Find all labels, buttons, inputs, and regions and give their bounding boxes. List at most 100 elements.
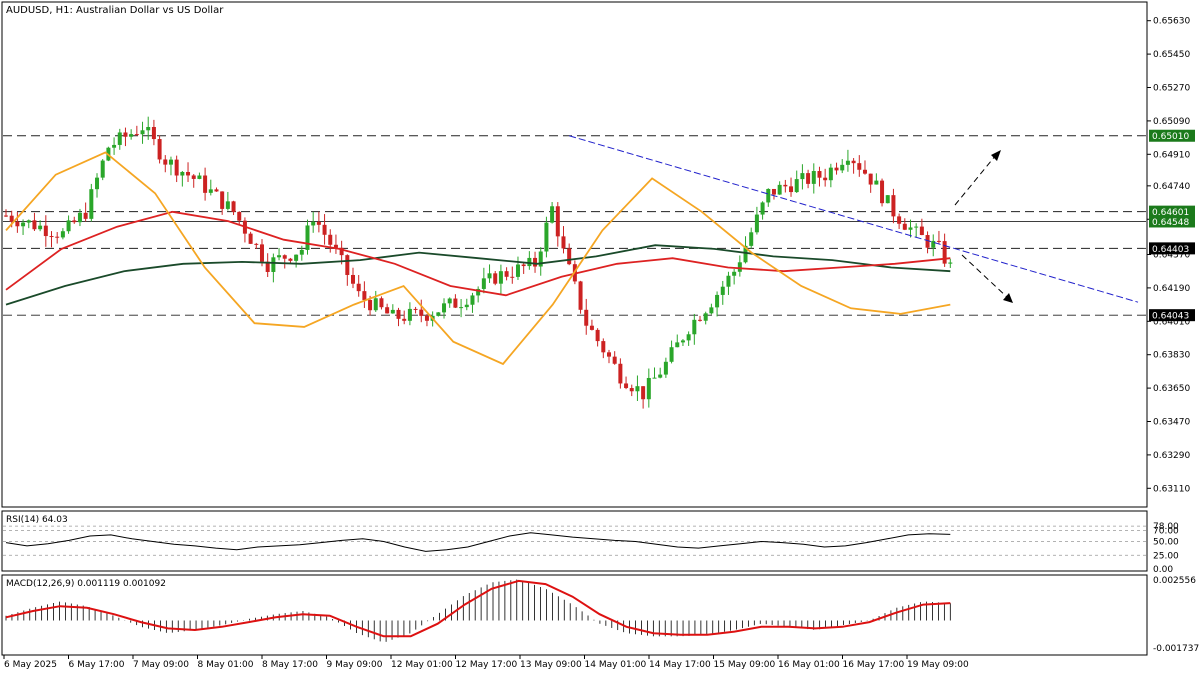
candle-body <box>396 309 401 319</box>
candle-body <box>123 132 128 137</box>
candle-body <box>424 315 429 321</box>
candle-body <box>345 255 350 275</box>
candle-body <box>646 377 651 400</box>
candle <box>311 211 316 233</box>
candle-body <box>146 126 151 131</box>
candle <box>15 211 20 233</box>
candle-body <box>737 262 742 272</box>
candle-body <box>231 201 236 212</box>
candle-body <box>538 251 543 267</box>
candle-body <box>606 352 611 357</box>
candle <box>709 303 714 315</box>
candle-body <box>60 231 65 238</box>
time-label: 12 May 17:00 <box>456 660 518 670</box>
candle <box>578 280 583 314</box>
price-label-text: 0.64403 <box>1152 245 1189 255</box>
candle <box>675 334 680 348</box>
candle-body <box>720 286 725 295</box>
candle <box>703 311 708 325</box>
candle-body <box>874 180 879 185</box>
candle <box>908 219 913 238</box>
price-label-box: 0.64403 <box>1149 242 1195 255</box>
candle-body <box>282 255 287 259</box>
candle <box>231 200 236 216</box>
candle <box>95 173 100 198</box>
candle <box>533 251 538 273</box>
price-label-box: 0.65010 <box>1149 129 1195 142</box>
rsi-level-label: 0.00 <box>1153 565 1173 575</box>
candle <box>38 220 43 232</box>
candle-body <box>635 386 640 392</box>
candle-body <box>555 206 560 237</box>
candle-body <box>385 307 390 314</box>
candle-body <box>328 234 333 245</box>
price-label-bg <box>1149 205 1195 218</box>
candle-body <box>288 258 293 261</box>
candle-body <box>464 304 469 308</box>
candle <box>732 268 737 285</box>
candle-body <box>225 201 230 209</box>
candle <box>885 194 890 204</box>
time-label: 14 May 17:00 <box>649 660 711 670</box>
candle-body <box>294 254 299 261</box>
candle <box>373 290 378 312</box>
candle-body <box>214 189 219 192</box>
candle-body <box>95 177 100 190</box>
price-label-bg <box>1149 242 1195 255</box>
candle-body <box>413 308 418 310</box>
candle-body <box>186 171 191 176</box>
candle <box>800 164 805 190</box>
candle-body <box>271 257 276 272</box>
candle <box>601 338 606 359</box>
price-label-text: 0.64601 <box>1152 208 1189 218</box>
candle <box>476 286 481 303</box>
candle <box>379 296 384 310</box>
candle-body <box>55 236 60 238</box>
candle <box>208 179 213 196</box>
candle <box>180 170 185 187</box>
candle <box>385 303 390 314</box>
candle <box>265 253 270 278</box>
candle <box>794 170 799 193</box>
candle <box>777 181 782 195</box>
time-label: 14 May 01:00 <box>585 660 647 670</box>
candle <box>4 209 8 217</box>
candle <box>134 125 139 136</box>
candle-body <box>601 341 606 353</box>
candle-body <box>658 374 663 378</box>
macd-tick-label: 0.002556 <box>1153 576 1196 586</box>
candle-body <box>624 383 629 389</box>
candle <box>271 253 276 283</box>
time-label: 8 May 01:00 <box>198 660 254 670</box>
projection-arrows <box>954 150 1013 303</box>
candle-body <box>629 388 634 392</box>
candle-body <box>902 223 907 230</box>
candle <box>248 231 253 244</box>
price-label-bg <box>1149 215 1195 228</box>
candle <box>157 135 162 164</box>
candle <box>504 267 509 281</box>
candle-body <box>800 173 805 180</box>
candle-body <box>9 215 14 222</box>
candle <box>402 310 407 325</box>
candle <box>823 168 828 187</box>
candle-body <box>129 134 134 137</box>
candle <box>305 219 310 255</box>
candle <box>669 340 674 364</box>
rsi-level-label: 70.00 <box>1153 527 1179 537</box>
candle <box>942 233 947 267</box>
candle-body <box>589 325 594 330</box>
time-label: 9 May 09:00 <box>327 660 383 670</box>
candle-body <box>817 171 822 178</box>
price-label-bg <box>1149 129 1195 142</box>
candle-body <box>49 236 54 238</box>
down-projection-arrow-line <box>961 254 1009 299</box>
candle-body <box>470 295 475 305</box>
candle <box>766 188 771 207</box>
candle <box>754 206 759 235</box>
candle <box>214 187 219 192</box>
candle-body <box>783 184 788 187</box>
candle-body <box>174 159 179 176</box>
